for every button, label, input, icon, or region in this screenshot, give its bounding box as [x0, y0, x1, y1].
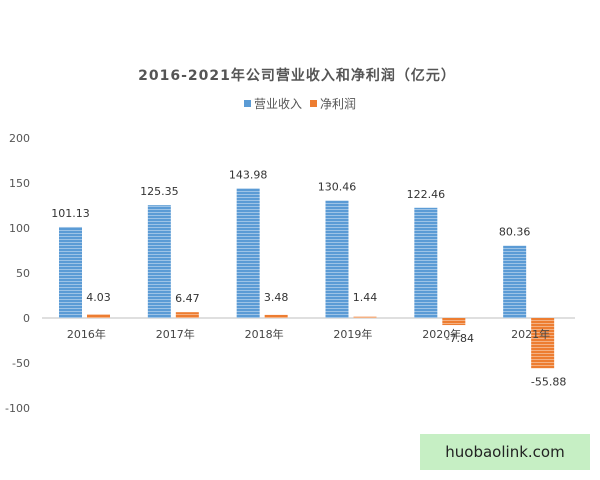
watermark: huobaolink.com [420, 434, 590, 470]
bar-revenue-2 [147, 205, 171, 318]
x-tick-label: 2016年 [67, 327, 106, 341]
data-label-profit-1: 4.03 [86, 291, 111, 304]
legend-label-revenue: 营业收入 [254, 97, 302, 111]
y-tick-label: 200 [9, 132, 30, 145]
data-label-revenue-2: 125.35 [140, 185, 179, 198]
bar-profit-3 [264, 314, 288, 318]
data-label-revenue-5: 122.46 [407, 188, 446, 201]
bar-profit-1 [87, 314, 110, 318]
x-tick-label: 2017年 [156, 327, 195, 341]
data-label-profit-4: 1.44 [353, 291, 378, 304]
legend-swatch-profit [310, 100, 317, 107]
y-axis: 200 150 100 50 0 -50 -100 [5, 132, 30, 415]
bar-profit-6 [531, 318, 555, 369]
y-tick-label: 100 [9, 222, 30, 235]
legend: 营业收入 净利润 [244, 97, 356, 111]
legend-swatch-revenue [244, 100, 251, 107]
data-label-profit-2: 6.47 [175, 292, 200, 305]
data-label-profit-5: -7.84 [446, 332, 474, 345]
bar-revenue-5 [414, 207, 438, 318]
bar-revenue-4 [325, 200, 349, 318]
bar-profit-2 [175, 312, 199, 318]
x-tick-label: 2021年 [511, 327, 550, 341]
bar-revenue-1 [59, 226, 82, 318]
bar-revenue-3 [236, 188, 260, 318]
x-tick-label: 2018年 [245, 327, 284, 341]
y-tick-label: -100 [5, 402, 30, 415]
chart-title: 2016-2021年公司营业收入和净利润（亿元） [138, 67, 456, 84]
y-tick-label: 50 [16, 267, 30, 280]
legend-label-profit: 净利润 [320, 97, 356, 111]
bar-profit-4 [353, 316, 377, 318]
bar-revenue-6 [503, 245, 527, 318]
x-tick-label: 2020年 [422, 327, 461, 341]
data-label-profit-3: 3.48 [264, 291, 289, 304]
data-label-revenue-1: 101.13 [51, 207, 90, 220]
y-tick-label: 150 [9, 177, 30, 190]
y-tick-label: -50 [12, 357, 30, 370]
plot-area: 101.13 4.03 2016年 125.35 6.47 2017年 143.98 3.48… [42, 168, 575, 388]
bar-profit-5 [442, 318, 466, 326]
data-label-revenue-4: 130.46 [318, 181, 357, 194]
data-label-profit-6: -55.88 [531, 375, 566, 388]
data-label-revenue-6: 80.36 [499, 226, 531, 239]
data-label-revenue-3: 143.98 [229, 168, 268, 181]
y-tick-label: 0 [23, 312, 30, 325]
x-tick-label: 2019年 [333, 327, 372, 341]
